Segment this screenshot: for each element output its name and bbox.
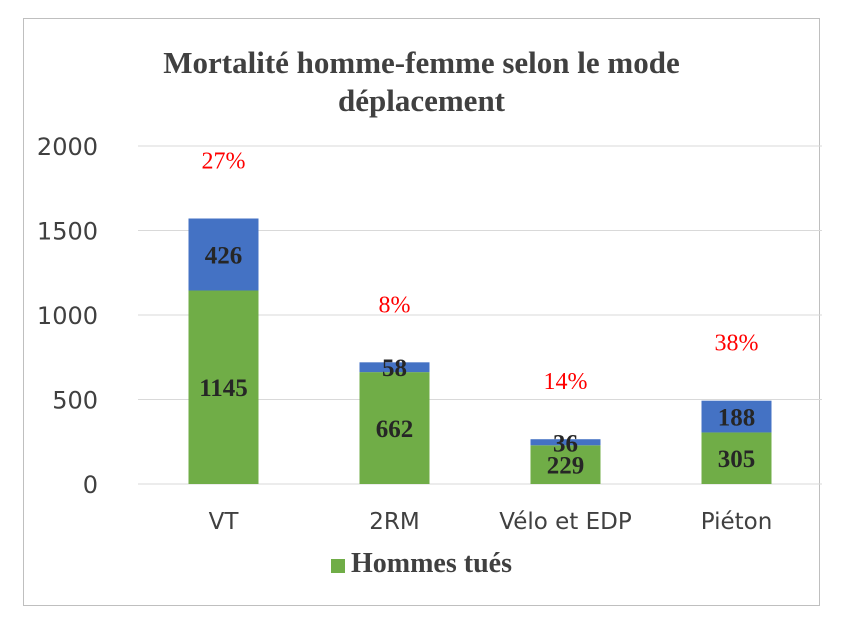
percent-label: 38% [715,331,759,357]
x-category-label: Piéton [701,509,773,535]
bar-segment [359,372,430,484]
x-category-label: 2RM [369,509,419,535]
percent-label: 14% [544,369,588,395]
legend: Hommes tués [23,548,820,580]
data-label: 36 [553,430,578,457]
y-tick-label: 0 [83,471,98,499]
chart-title-line-1: Mortalité homme-femme selon le mode [163,45,680,80]
data-label: 305 [718,446,756,473]
y-tick-label: 2000 [37,133,98,161]
data-label: 662 [376,416,414,443]
data-label: 188 [718,405,756,432]
data-label: 58 [382,355,407,382]
bar-segment [359,362,430,373]
chart-title: Mortalité homme-femme selon le mode dépl… [23,44,820,120]
y-tick-label: 500 [52,387,98,415]
bar-segment [530,439,601,446]
bar-segment [701,432,772,484]
data-label: 426 [205,242,243,269]
x-category-label: Vélo et EDP [499,509,632,535]
chart-frame [23,18,820,606]
y-tick-label: 1000 [37,302,98,330]
legend-label: Hommes tués [351,548,512,579]
bar-segment [188,290,259,484]
chart-title-line-2: déplacement [337,83,506,118]
legend-swatch [331,558,345,573]
percent-label: 27% [202,149,246,175]
x-category-label: VT [209,509,240,535]
bar-segment [530,445,601,484]
data-label: 1145 [199,375,248,402]
bar-segment [701,400,772,433]
data-label: 229 [547,453,585,480]
bar-segment [188,218,259,291]
percent-label: 8% [379,292,411,318]
y-tick-label: 1500 [37,218,98,246]
